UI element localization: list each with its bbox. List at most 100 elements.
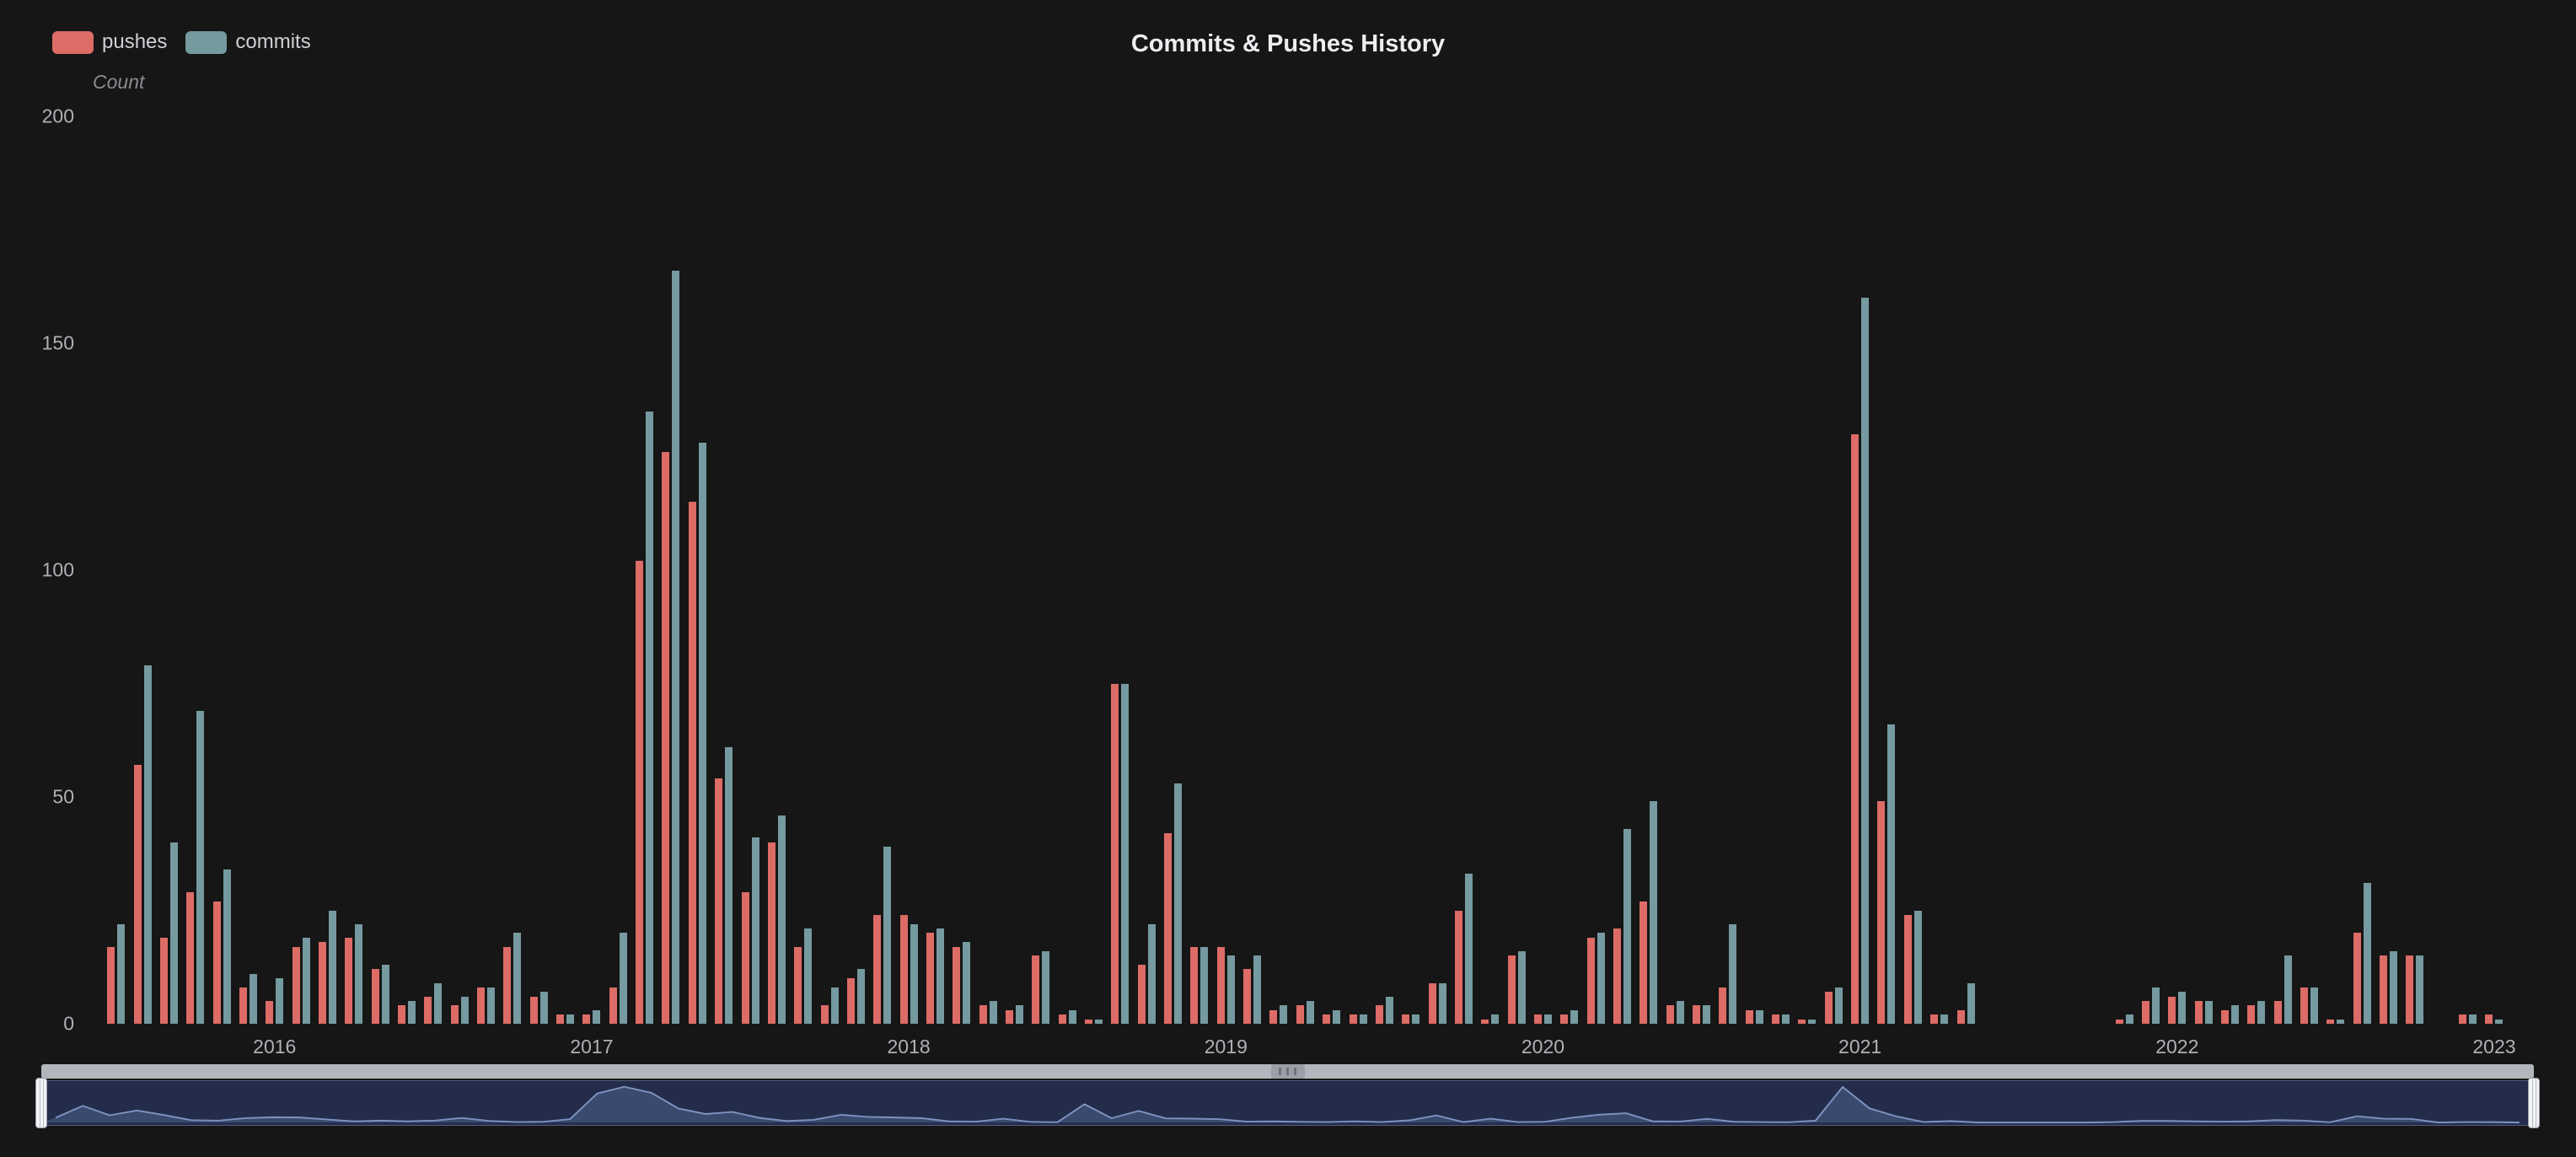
bar-commits[interactable]	[355, 923, 363, 1024]
bar-commits[interactable]	[830, 987, 839, 1024]
bar-pushes[interactable]	[767, 842, 775, 1024]
bar-pushes[interactable]	[2406, 955, 2414, 1024]
bar-commits[interactable]	[856, 969, 865, 1024]
bar-pushes[interactable]	[1745, 1009, 1753, 1024]
bar-pushes[interactable]	[794, 946, 802, 1024]
bar-commits[interactable]	[1015, 1005, 1023, 1024]
bar-pushes[interactable]	[1296, 1005, 1304, 1024]
bar-pushes[interactable]	[1375, 1005, 1383, 1024]
bar-commits[interactable]	[1570, 1009, 1579, 1024]
bar-pushes[interactable]	[820, 1005, 829, 1024]
bar-pushes[interactable]	[662, 452, 670, 1024]
bar-pushes[interactable]	[953, 946, 961, 1024]
bar-commits[interactable]	[989, 1001, 997, 1024]
bar-pushes[interactable]	[159, 937, 168, 1024]
bar-pushes[interactable]	[1454, 910, 1462, 1024]
bar-commits[interactable]	[1226, 955, 1235, 1024]
bar-pushes[interactable]	[1243, 969, 1252, 1024]
bar-pushes[interactable]	[741, 891, 749, 1024]
bar-commits[interactable]	[619, 933, 627, 1024]
bar-commits[interactable]	[2390, 950, 2398, 1024]
bar-commits[interactable]	[1042, 950, 1050, 1024]
bar-pushes[interactable]	[2115, 1019, 2123, 1024]
bar-commits[interactable]	[2125, 1014, 2133, 1024]
bar-pushes[interactable]	[212, 901, 221, 1024]
datazoom-move-handle[interactable]	[41, 1064, 2534, 1079]
bar-commits[interactable]	[539, 992, 548, 1024]
bar-pushes[interactable]	[371, 969, 379, 1024]
bar-pushes[interactable]	[1903, 914, 1912, 1024]
legend-item-commits[interactable]: commits	[185, 30, 311, 54]
bar-pushes[interactable]	[1005, 1009, 1013, 1024]
bar-pushes[interactable]	[2141, 1001, 2149, 1024]
bar-pushes[interactable]	[1798, 1019, 1806, 1024]
bar-commits[interactable]	[1650, 801, 1658, 1024]
bar-commits[interactable]	[963, 942, 971, 1024]
bar-pushes[interactable]	[2273, 1001, 2282, 1024]
bar-commits[interactable]	[460, 996, 469, 1024]
bar-commits[interactable]	[936, 928, 944, 1024]
bar-commits[interactable]	[672, 270, 680, 1024]
bar-pushes[interactable]	[133, 765, 142, 1024]
bar-pushes[interactable]	[1481, 1019, 1489, 1024]
bar-pushes[interactable]	[715, 778, 723, 1024]
bar-pushes[interactable]	[873, 914, 882, 1024]
bar-commits[interactable]	[1464, 874, 1473, 1024]
bar-pushes[interactable]	[318, 942, 326, 1024]
bar-commits[interactable]	[725, 746, 733, 1024]
bar-commits[interactable]	[1412, 1014, 1420, 1024]
bar-commits[interactable]	[328, 910, 336, 1024]
bar-pushes[interactable]	[979, 1005, 987, 1024]
bar-commits[interactable]	[883, 847, 892, 1024]
bar-pushes[interactable]	[2485, 1014, 2493, 1024]
bar-commits[interactable]	[1200, 946, 1209, 1024]
bar-pushes[interactable]	[345, 937, 353, 1024]
bar-commits[interactable]	[2151, 987, 2160, 1024]
bar-commits[interactable]	[196, 710, 205, 1024]
bar-pushes[interactable]	[1269, 1009, 1278, 1024]
bar-commits[interactable]	[2416, 955, 2424, 1024]
bar-pushes[interactable]	[556, 1014, 565, 1024]
bar-commits[interactable]	[1861, 298, 1870, 1024]
bar-pushes[interactable]	[477, 987, 486, 1024]
bar-commits[interactable]	[223, 869, 231, 1024]
bar-pushes[interactable]	[1058, 1014, 1066, 1024]
bar-pushes[interactable]	[2353, 933, 2361, 1024]
bar-pushes[interactable]	[503, 946, 512, 1024]
bar-commits[interactable]	[2257, 1001, 2266, 1024]
bar-commits[interactable]	[1755, 1009, 1763, 1024]
bar-pushes[interactable]	[1032, 955, 1040, 1024]
bar-commits[interactable]	[2230, 1005, 2239, 1024]
bar-commits[interactable]	[698, 443, 706, 1024]
bar-pushes[interactable]	[1216, 946, 1225, 1024]
bar-commits[interactable]	[1333, 1009, 1341, 1024]
datazoom-slider[interactable]	[41, 1080, 2534, 1126]
bar-commits[interactable]	[1147, 923, 1156, 1024]
bar-pushes[interactable]	[1613, 928, 1621, 1024]
bar-pushes[interactable]	[1164, 833, 1173, 1024]
bar-pushes[interactable]	[582, 1014, 591, 1024]
bar-commits[interactable]	[1887, 724, 1896, 1024]
bar-commits[interactable]	[1729, 923, 1737, 1024]
bar-pushes[interactable]	[1877, 801, 1886, 1024]
bar-pushes[interactable]	[1349, 1014, 1357, 1024]
bar-commits[interactable]	[2363, 883, 2371, 1024]
bar-commits[interactable]	[407, 1001, 416, 1024]
bar-commits[interactable]	[117, 923, 126, 1024]
bar-commits[interactable]	[487, 987, 496, 1024]
bar-commits[interactable]	[381, 965, 389, 1024]
bar-commits[interactable]	[777, 815, 786, 1024]
bar-pushes[interactable]	[1666, 1005, 1674, 1024]
bar-pushes[interactable]	[1190, 946, 1199, 1024]
bar-pushes[interactable]	[1640, 901, 1648, 1024]
bar-pushes[interactable]	[846, 978, 855, 1024]
bar-commits[interactable]	[169, 842, 178, 1024]
bar-pushes[interactable]	[1560, 1014, 1569, 1024]
bar-pushes[interactable]	[1586, 937, 1595, 1024]
bar-commits[interactable]	[1834, 987, 1843, 1024]
bar-commits[interactable]	[143, 665, 152, 1024]
bar-commits[interactable]	[1491, 1014, 1500, 1024]
bar-pushes[interactable]	[1851, 433, 1860, 1024]
bar-pushes[interactable]	[2380, 955, 2388, 1024]
bar-commits[interactable]	[1517, 950, 1526, 1024]
